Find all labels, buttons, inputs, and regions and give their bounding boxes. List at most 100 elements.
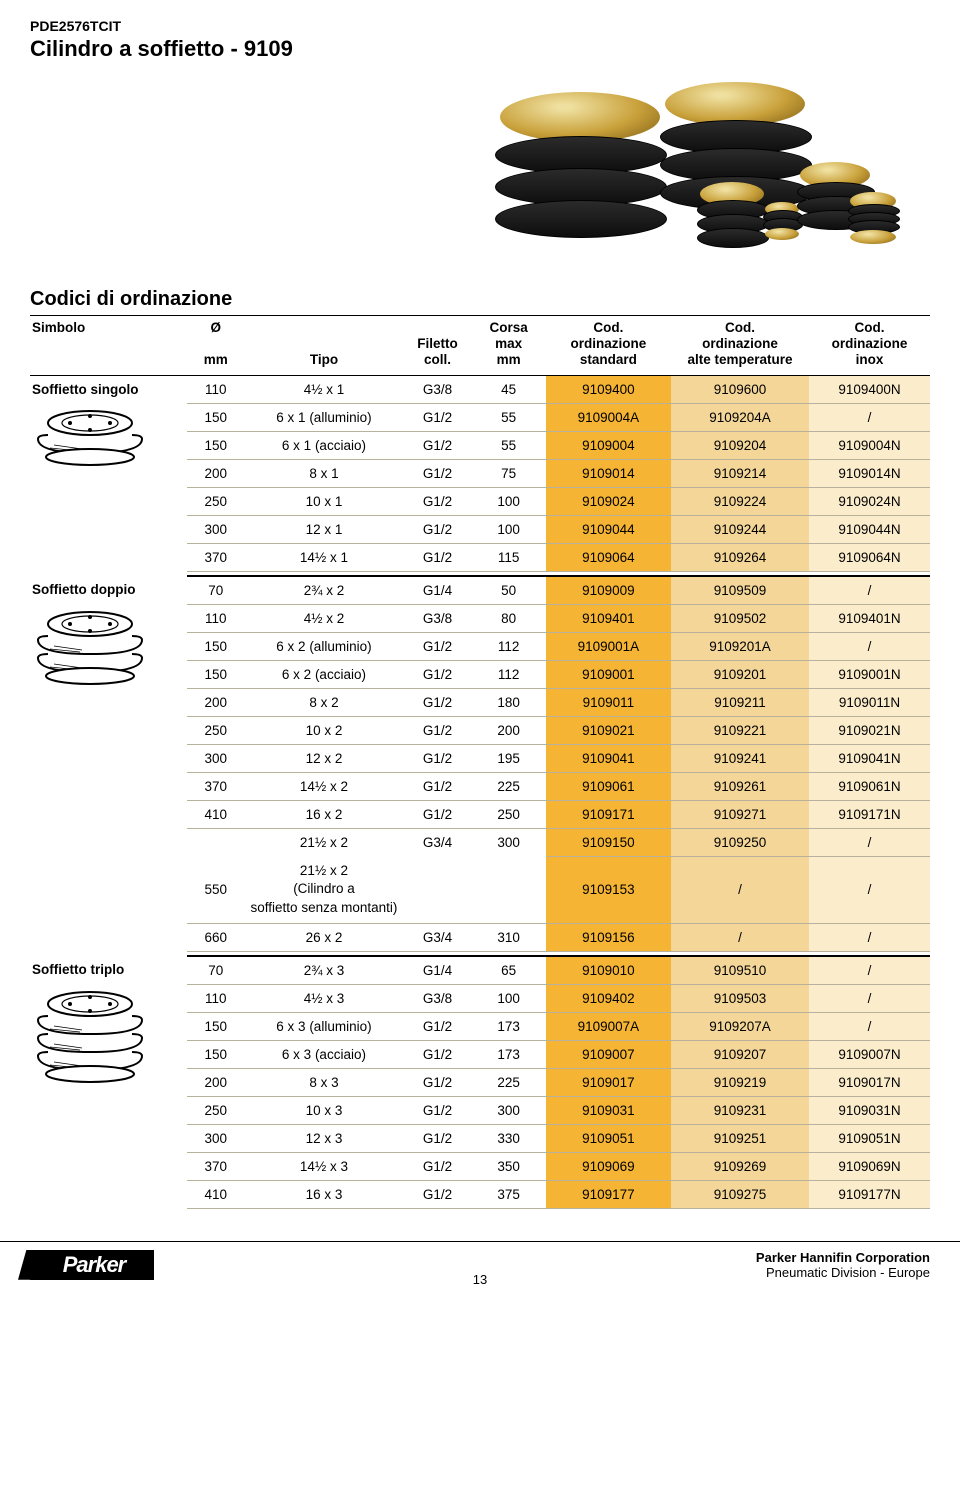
cell: G1/4 [404,956,472,985]
cell: 9109001N [809,660,930,688]
cell: 115 [471,543,545,571]
cell: 6 x 3 (acciaio) [244,1040,403,1068]
cell: 9109011N [809,688,930,716]
cell: 112 [471,660,545,688]
cell: 65 [471,956,545,985]
category-icon [30,604,187,951]
cell: 9109171 [546,800,671,828]
cell: 9109017 [546,1068,671,1096]
cell: G1/2 [404,800,472,828]
cell: 100 [471,487,545,515]
th-simbolo: Simbolo [30,316,187,376]
cell: G1/2 [404,1068,472,1096]
cell: 55 [471,403,545,431]
cell: 200 [187,688,244,716]
cell: 173 [471,1040,545,1068]
cell: 2¾ x 3 [244,956,403,985]
cell: 9109044 [546,515,671,543]
cell: 660 [187,923,244,951]
cell: G1/2 [404,403,472,431]
cell: 2¾ x 2 [244,576,403,605]
cell: 8 x 2 [244,688,403,716]
cell: 9109004A [546,403,671,431]
cell: G1/2 [404,1124,472,1152]
cell: 9109153 [546,856,671,923]
cell: 150 [187,632,244,660]
cell: / [809,856,930,923]
cell: 9109207A [671,1012,809,1040]
cell: / [809,403,930,431]
cell: 150 [187,1012,244,1040]
cell: 9109400N [809,375,930,403]
cell: / [671,923,809,951]
cell: 9109014 [546,459,671,487]
cell: 9109061N [809,772,930,800]
cell: 9109221 [671,716,809,744]
cell: 150 [187,403,244,431]
cell: 9109041N [809,744,930,772]
cell: 225 [471,772,545,800]
cell: 12 x 3 [244,1124,403,1152]
cell: 75 [471,459,545,487]
footer-text: Parker Hannifin Corporation Pneumatic Di… [756,1250,930,1280]
cell [471,856,545,923]
cell: 9109271 [671,800,809,828]
cell: 300 [471,828,545,856]
cell: 9109402 [546,984,671,1012]
cell: 45 [471,375,545,403]
cell: 110 [187,604,244,632]
cell: / [809,956,930,985]
cell: 9109044N [809,515,930,543]
table-row: 1104½ x 3G3/810091094029109503/ [30,984,930,1012]
cell: G3/4 [404,923,472,951]
cell: 9109214 [671,459,809,487]
cell: 375 [471,1180,545,1208]
cell: 330 [471,1124,545,1152]
cell: 9109224 [671,487,809,515]
category-label: Soffietto doppio [30,576,187,605]
cell: G1/2 [404,688,472,716]
cell: 9109004N [809,431,930,459]
cell: 9109231 [671,1096,809,1124]
cell: 370 [187,1152,244,1180]
cell: G1/2 [404,487,472,515]
cell: 9109502 [671,604,809,632]
cell: 9109510 [671,956,809,985]
cell: 9109156 [546,923,671,951]
cell: 12 x 2 [244,744,403,772]
table-row: 1104½ x 2G3/880910940191095029109401N [30,604,930,632]
cell: 6 x 1 (alluminio) [244,403,403,431]
cell: / [809,828,930,856]
cell: 9109051N [809,1124,930,1152]
cell: 9109275 [671,1180,809,1208]
cell: G1/2 [404,772,472,800]
cell: 9109509 [671,576,809,605]
cell: 10 x 1 [244,487,403,515]
cell: 10 x 3 [244,1096,403,1124]
th-diameter: Ø mm [187,316,244,376]
cell: 300 [187,1124,244,1152]
cell: 9109219 [671,1068,809,1096]
cell: 9109021N [809,716,930,744]
cell: 173 [471,1012,545,1040]
cell: 4½ x 1 [244,375,403,403]
cell: 14½ x 3 [244,1152,403,1180]
cell: 9109201 [671,660,809,688]
cell: 10 x 2 [244,716,403,744]
cell: 9109261 [671,772,809,800]
cell: 9109021 [546,716,671,744]
cell: 9109011 [546,688,671,716]
cell: 9109264 [671,543,809,571]
cell: / [809,923,930,951]
cell: 9109064N [809,543,930,571]
cell: G3/8 [404,375,472,403]
cell: 9109177N [809,1180,930,1208]
cell: / [809,632,930,660]
cell: G3/8 [404,604,472,632]
th-cod-inox: Cod. ordinazione inox [809,316,930,376]
cell: 200 [187,1068,244,1096]
cell: / [809,1012,930,1040]
cell: G1/2 [404,1096,472,1124]
cell: G1/4 [404,576,472,605]
cell: 9109211 [671,688,809,716]
